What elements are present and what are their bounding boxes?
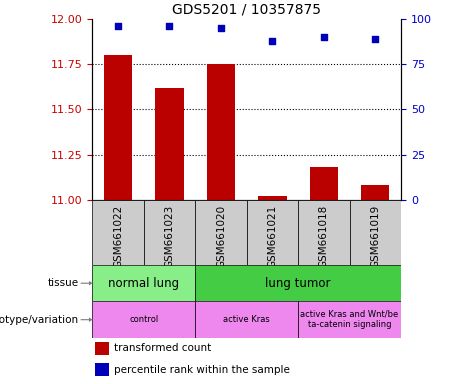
Text: GSM661020: GSM661020 [216,205,226,268]
Bar [155,88,183,200]
Bar [349,200,401,265]
Bar [247,200,298,265]
Bar [104,55,132,200]
Text: active Kras: active Kras [223,315,270,324]
Bar [92,265,195,301]
Point [269,38,276,44]
Bar [207,65,235,200]
Bar [95,363,109,376]
Point [166,23,173,30]
Bar [310,167,338,200]
Text: GSM661022: GSM661022 [113,205,123,268]
Bar [361,185,390,200]
Text: normal lung: normal lung [108,277,179,290]
Text: GSM661021: GSM661021 [267,205,278,268]
Point [320,34,327,40]
Point [114,23,122,30]
Text: genotype/variation: genotype/variation [0,314,78,325]
Bar [195,200,247,265]
Bar [195,265,401,301]
Title: GDS5201 / 10357875: GDS5201 / 10357875 [172,3,321,17]
Point [372,36,379,42]
Bar [95,342,109,355]
Bar [298,301,401,338]
Bar [195,301,298,338]
Bar [298,200,349,265]
Text: control: control [129,315,158,324]
Bar [92,301,195,338]
Bar [144,200,195,265]
Text: tissue: tissue [47,278,78,288]
Point [217,25,225,31]
Text: GSM661023: GSM661023 [165,205,174,268]
Bar [92,200,144,265]
Bar [258,196,287,200]
Text: active Kras and Wnt/be
ta-catenin signaling: active Kras and Wnt/be ta-catenin signal… [301,310,399,329]
Text: transformed count: transformed count [114,343,211,354]
Text: percentile rank within the sample: percentile rank within the sample [114,364,290,375]
Text: lung tumor: lung tumor [266,277,331,290]
Text: GSM661018: GSM661018 [319,205,329,268]
Text: GSM661019: GSM661019 [370,205,380,268]
